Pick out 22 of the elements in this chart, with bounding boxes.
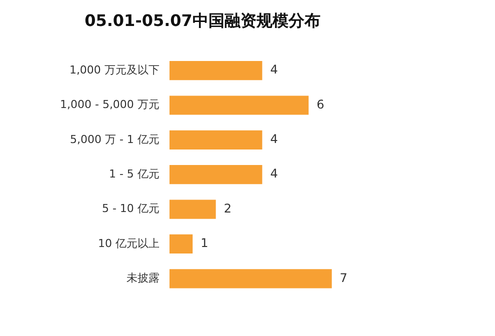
bar [169,269,332,288]
y-tick-label: 10 亿元以上 [98,236,160,250]
y-tick-label: 1,000 万元及以下 [69,63,160,76]
y-tick-label: 5 - 10 亿元 [102,202,160,216]
y-tick-label: 5,000 万 - 1 亿元 [70,132,160,146]
bar [169,96,309,115]
bar [169,200,216,219]
bar [169,234,193,254]
y-tick-label: 1,000 - 5,000 万元 [60,98,160,112]
y-tick-label: 未披露 [126,272,160,285]
chart-title: 05.01-05.07中国融资规模分布 [84,10,320,30]
bar [169,165,262,184]
data-label: 1 [200,236,208,250]
data-label: 4 [270,132,278,146]
y-tick-label: 1 - 5 亿元 [108,167,160,180]
data-label: 4 [270,62,278,77]
data-label: 7 [340,270,348,285]
data-label: 2 [224,201,232,216]
bar [169,61,262,80]
bar [169,130,262,150]
data-label: 6 [316,97,324,112]
data-label: 4 [270,166,278,181]
